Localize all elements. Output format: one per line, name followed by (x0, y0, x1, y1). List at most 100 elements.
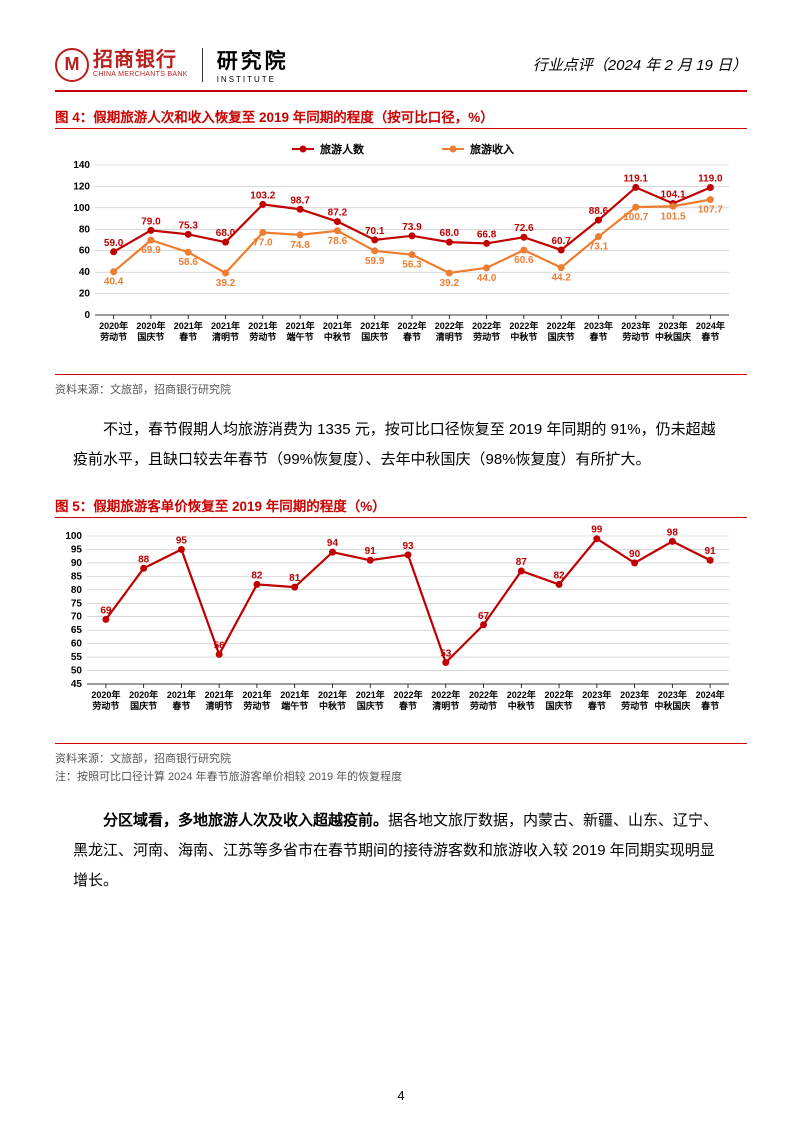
svg-text:劳动节: 劳动节 (243, 700, 270, 711)
svg-text:81: 81 (289, 573, 301, 584)
svg-text:端午节: 端午节 (287, 331, 314, 342)
svg-text:中秋国庆: 中秋国庆 (654, 700, 690, 711)
svg-text:2024年: 2024年 (696, 320, 725, 331)
svg-text:59.9: 59.9 (365, 256, 385, 267)
chart4-bottom-line (55, 374, 747, 375)
svg-text:2022年: 2022年 (545, 689, 574, 700)
svg-text:91: 91 (705, 546, 717, 557)
svg-text:79.0: 79.0 (141, 216, 161, 227)
chart5: 45505560657075808590951002020年劳动节2020年国庆… (55, 524, 747, 739)
logo-block: M 招商银行 CHINA MERCHANTS BANK 研究院 INSTITUT… (55, 45, 289, 84)
svg-text:2023年: 2023年 (584, 320, 613, 331)
paragraph-2: 分区域看，多地旅游人次及收入超越疫前。据各地文旅厅数据，内蒙古、新疆、山东、辽宁… (73, 806, 729, 896)
institute-en: INSTITUTE (217, 75, 289, 84)
svg-text:90: 90 (629, 549, 641, 560)
svg-text:140: 140 (73, 160, 90, 171)
svg-text:春节: 春节 (398, 700, 417, 711)
svg-text:劳动节: 劳动节 (249, 331, 276, 342)
svg-text:69: 69 (100, 605, 112, 616)
bank-name-en: CHINA MERCHANTS BANK (93, 71, 188, 78)
svg-text:100: 100 (73, 203, 90, 214)
svg-text:87: 87 (516, 557, 528, 568)
svg-text:70.1: 70.1 (365, 226, 385, 237)
svg-text:60: 60 (71, 639, 83, 650)
svg-text:2023年: 2023年 (658, 689, 687, 700)
svg-text:中秋国庆: 中秋国庆 (655, 331, 691, 342)
svg-text:2023年: 2023年 (620, 689, 649, 700)
svg-text:2021年: 2021年 (318, 689, 347, 700)
document-title: 行业点评（2024 年 2 月 19 日） (533, 54, 747, 75)
svg-text:95: 95 (71, 544, 83, 555)
svg-text:春节: 春节 (178, 331, 197, 342)
svg-text:98: 98 (667, 527, 679, 538)
bank-name-cn: 招商银行 (93, 50, 188, 71)
svg-text:2021年: 2021年 (167, 689, 196, 700)
svg-text:2024年: 2024年 (696, 689, 725, 700)
chart5-title-underline (55, 517, 747, 518)
svg-text:66.8: 66.8 (477, 229, 497, 240)
svg-text:45: 45 (71, 679, 83, 690)
svg-text:88.6: 88.6 (589, 206, 609, 217)
svg-text:劳动节: 劳动节 (470, 700, 497, 711)
svg-text:73.1: 73.1 (589, 242, 609, 253)
svg-text:旅游人数: 旅游人数 (320, 142, 365, 156)
svg-text:56: 56 (214, 640, 226, 651)
svg-text:2022年: 2022年 (509, 320, 538, 331)
svg-text:120: 120 (73, 181, 90, 192)
svg-text:劳动节: 劳动节 (621, 700, 648, 711)
paragraph-2-bold: 分区域看，多地旅游人次及收入超越疫前。 (103, 812, 388, 829)
svg-text:104.1: 104.1 (661, 189, 686, 200)
svg-text:58.6: 58.6 (179, 257, 199, 268)
svg-text:国庆节: 国庆节 (546, 700, 573, 711)
svg-text:2023年: 2023年 (659, 320, 688, 331)
svg-text:中秋节: 中秋节 (508, 700, 535, 711)
paragraph-1: 不过，春节假期人均旅游消费为 1335 元，按可比口径恢复至 2019 年同期的… (73, 415, 729, 475)
svg-text:80: 80 (71, 585, 83, 596)
svg-text:端午节: 端午节 (281, 700, 308, 711)
chart5-svg: 45505560657075808590951002020年劳动节2020年国庆… (55, 524, 747, 734)
svg-text:清明节: 清明节 (206, 700, 233, 711)
svg-text:80: 80 (79, 224, 91, 235)
bank-name: 招商银行 CHINA MERCHANTS BANK (93, 50, 188, 78)
svg-text:74.8: 74.8 (290, 240, 310, 251)
svg-text:94: 94 (327, 538, 339, 549)
svg-text:40: 40 (79, 267, 91, 278)
svg-text:2020年: 2020年 (129, 689, 158, 700)
svg-text:劳动节: 劳动节 (473, 331, 500, 342)
svg-text:2020年: 2020年 (91, 689, 120, 700)
svg-text:98.7: 98.7 (290, 195, 310, 206)
svg-text:101.5: 101.5 (661, 211, 686, 222)
svg-text:82: 82 (553, 570, 565, 581)
svg-text:2022年: 2022年 (547, 320, 576, 331)
svg-text:44.0: 44.0 (477, 273, 497, 284)
svg-text:2022年: 2022年 (472, 320, 501, 331)
chart4-title-underline (55, 128, 747, 129)
svg-text:2023年: 2023年 (582, 689, 611, 700)
svg-text:100: 100 (65, 531, 82, 542)
svg-text:39.2: 39.2 (216, 278, 236, 289)
svg-text:2021年: 2021年 (323, 320, 352, 331)
page-number: 4 (0, 1088, 802, 1103)
svg-text:中秋节: 中秋节 (319, 700, 346, 711)
svg-text:55: 55 (71, 652, 83, 663)
svg-text:73.9: 73.9 (402, 222, 422, 233)
svg-text:67: 67 (478, 611, 490, 622)
svg-text:春节: 春节 (402, 331, 421, 342)
svg-text:85: 85 (71, 571, 83, 582)
svg-text:2023年: 2023年 (621, 320, 650, 331)
svg-text:72.6: 72.6 (514, 223, 534, 234)
svg-text:44.2: 44.2 (551, 273, 571, 284)
institute-cn: 研究院 (217, 45, 289, 75)
svg-text:77.0: 77.0 (253, 238, 273, 249)
svg-text:2021年: 2021年 (211, 320, 240, 331)
svg-text:93: 93 (402, 541, 414, 552)
chart4-svg: 0204060801001201402020年劳动节2020年国庆节2021年春… (55, 135, 747, 365)
institute: 研究院 INSTITUTE (217, 45, 289, 84)
svg-text:75: 75 (71, 598, 83, 609)
svg-text:春节: 春节 (700, 700, 719, 711)
svg-text:2022年: 2022年 (469, 689, 498, 700)
chart5-bottom-line (55, 743, 747, 744)
svg-text:82: 82 (251, 570, 263, 581)
svg-text:国庆节: 国庆节 (548, 331, 575, 342)
svg-text:中秋节: 中秋节 (510, 331, 537, 342)
